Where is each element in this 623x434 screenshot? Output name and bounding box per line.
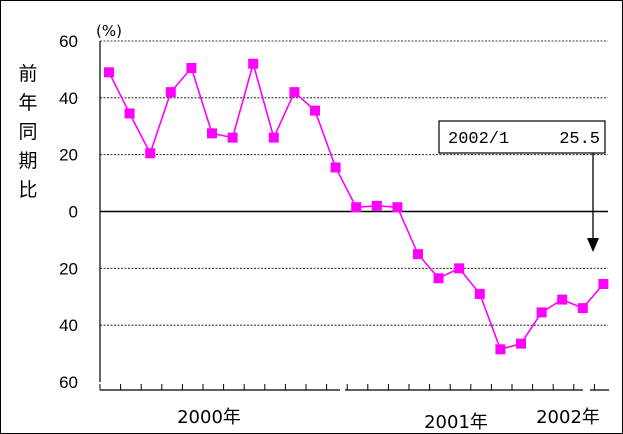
data-point-marker xyxy=(557,294,568,305)
data-point-marker xyxy=(598,278,609,289)
y-tick-label: 0 xyxy=(69,203,78,222)
y-tick-label: 40 xyxy=(59,89,78,108)
x-axis xyxy=(99,384,609,391)
y-axis-label-char: 同 xyxy=(18,121,37,143)
data-point-marker xyxy=(495,344,506,355)
y-tick-labels: 60 40 20 0 20 40 60 xyxy=(59,32,78,392)
annotation-arrow-head xyxy=(587,238,599,252)
y-axis-label-char: 前 xyxy=(18,63,37,85)
y-tick-label: 60 xyxy=(59,32,78,51)
y-tick-label: 60 xyxy=(59,373,78,392)
data-point-marker xyxy=(186,62,197,73)
unit-label: (%) xyxy=(96,22,122,40)
data-point-marker xyxy=(268,132,279,143)
data-point-marker xyxy=(145,148,156,159)
data-point-marker xyxy=(104,67,114,78)
data-point-marker xyxy=(474,288,485,299)
data-point-marker xyxy=(330,162,341,173)
annotation-date: 2002/1 xyxy=(448,130,509,149)
data-point-marker xyxy=(124,108,135,119)
data-point-marker xyxy=(536,307,547,318)
y-axis-label-char: 比 xyxy=(18,179,37,201)
data-point-marker xyxy=(516,338,526,349)
data-point-marker xyxy=(207,128,217,139)
data-point-marker xyxy=(248,58,259,69)
data-point-marker xyxy=(454,263,465,274)
data-point-marker xyxy=(392,202,403,213)
y-tick-label: 20 xyxy=(59,259,78,278)
data-point-marker xyxy=(310,105,320,116)
data-point-marker xyxy=(227,132,238,143)
data-point-marker xyxy=(371,200,382,211)
annotation-value: 25.5 xyxy=(559,130,600,149)
y-tick-label: 40 xyxy=(59,316,78,335)
x-label-2002: 2002年 xyxy=(536,407,600,428)
x-label-2001: 2001年 xyxy=(424,412,488,433)
data-point-marker xyxy=(413,249,423,260)
data-point-marker xyxy=(165,87,176,98)
y-axis-label-char: 年 xyxy=(18,92,37,114)
data-point-marker xyxy=(577,303,588,314)
annotation: 2002/1 25.5 xyxy=(438,120,606,252)
annotation-box xyxy=(438,120,606,154)
data-point-marker xyxy=(351,202,362,213)
data-point-marker xyxy=(289,87,300,98)
x-label-2000: 2000年 xyxy=(177,407,241,428)
series-line xyxy=(104,58,609,355)
data-point-marker xyxy=(433,273,444,284)
y-tick-label: 20 xyxy=(59,146,78,165)
y-axis-label-char: 期 xyxy=(18,150,37,172)
